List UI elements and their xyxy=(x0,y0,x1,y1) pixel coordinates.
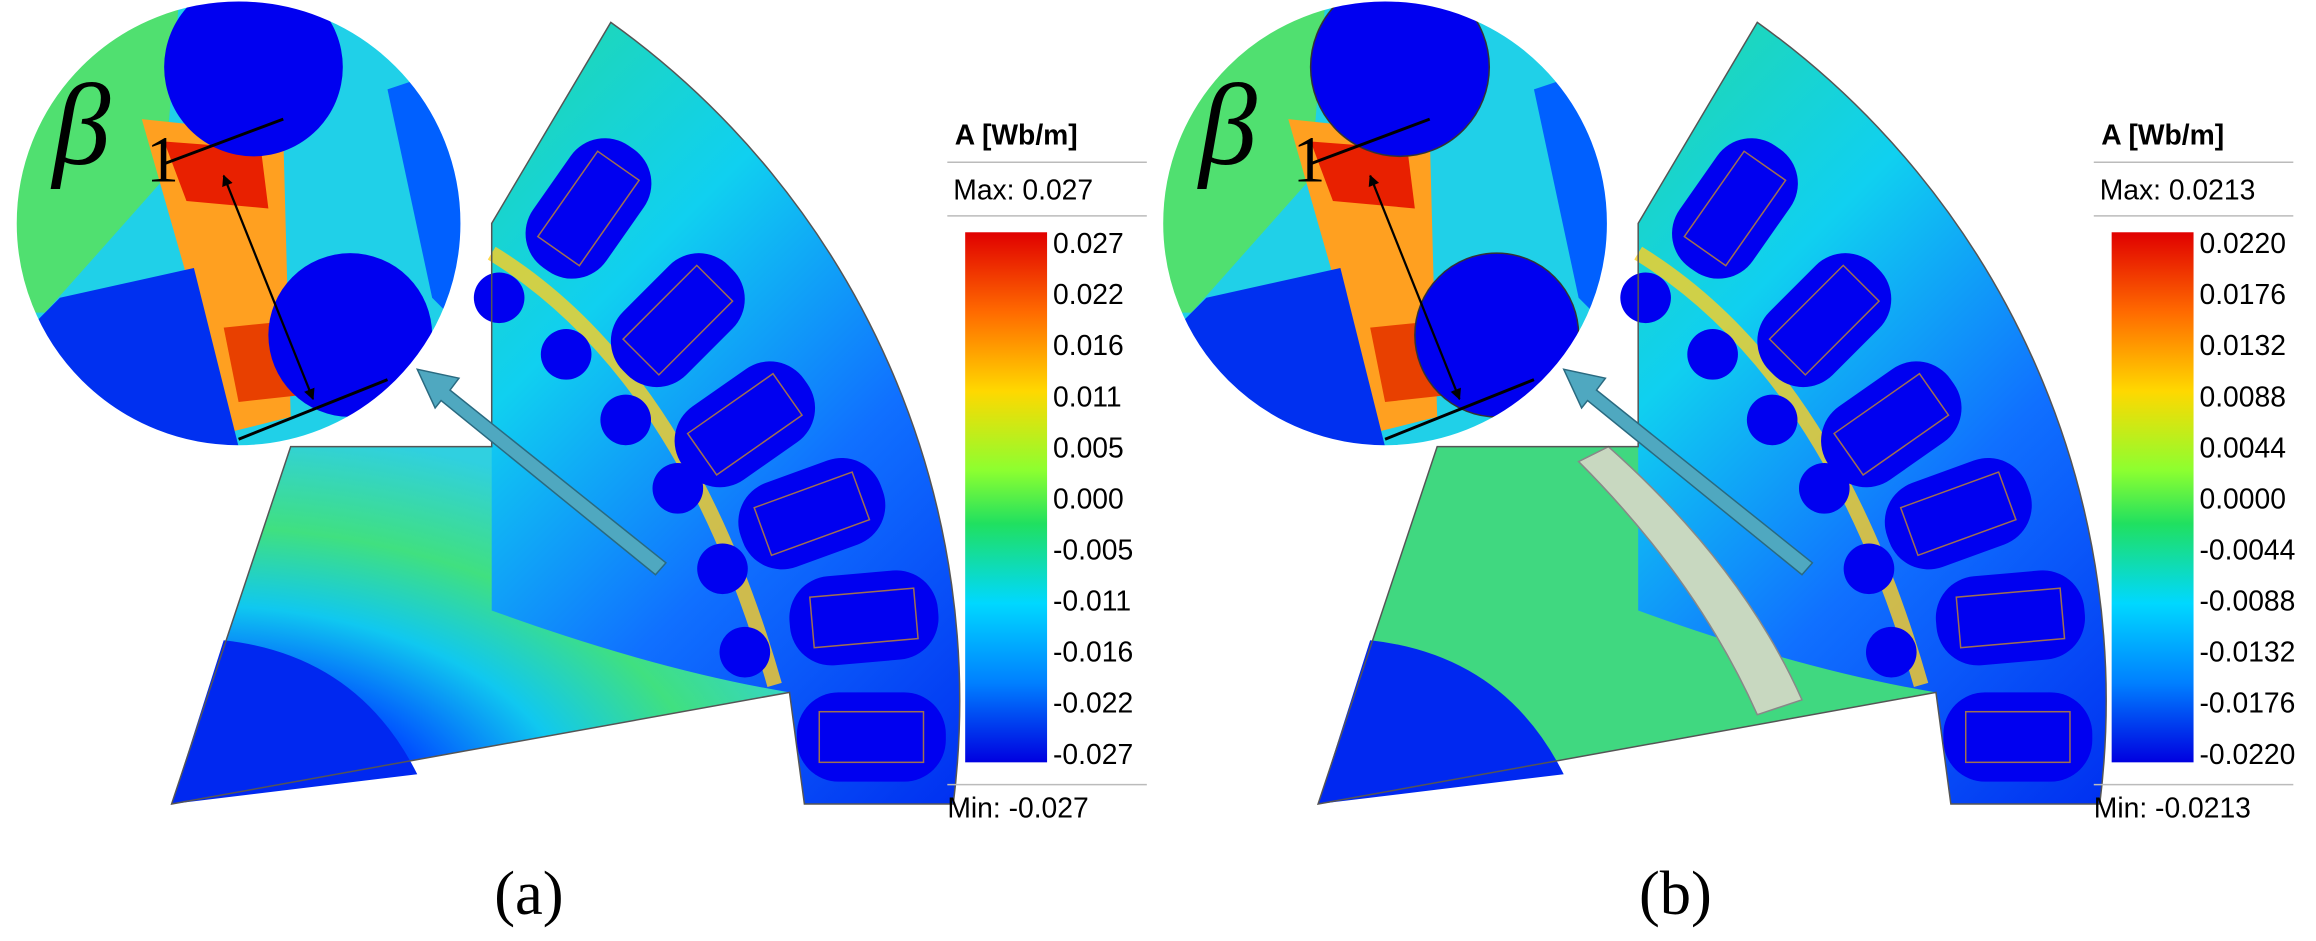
ref-line xyxy=(1384,378,1535,441)
winding xyxy=(622,264,734,376)
colorbar-label: 0.000 xyxy=(1053,482,1124,514)
rotor-bar xyxy=(540,329,592,380)
legend-max: Max: 0.027 xyxy=(953,174,1093,206)
rotor-bar xyxy=(473,272,525,324)
colorbar-label: 0.005 xyxy=(1053,431,1124,463)
zoom-slot xyxy=(1309,0,1491,158)
colorbar-label: 0.022 xyxy=(1053,278,1124,310)
zoom-slot xyxy=(1414,252,1580,418)
colorbar-label: -0.0044 xyxy=(2200,534,2296,566)
colorbar-label: 0.0176 xyxy=(2200,278,2286,310)
colorbar-label: 0.0088 xyxy=(2200,380,2286,412)
caption: (b) xyxy=(1639,858,1712,928)
zoom xyxy=(15,0,462,447)
colorbar-label: -0.0132 xyxy=(2200,636,2296,668)
airgap xyxy=(1634,246,1929,687)
stator-slot xyxy=(610,253,745,388)
rotor-bar xyxy=(1843,543,1895,595)
rotor-bar xyxy=(1687,329,1738,380)
winding xyxy=(818,710,925,764)
colorbar-label: -0.0176 xyxy=(2200,687,2296,719)
rotor-bar xyxy=(600,394,652,446)
zoom-border xyxy=(13,0,464,449)
ref-line xyxy=(163,117,284,166)
colorbar-label: -0.016 xyxy=(1053,636,1133,668)
rotor-bar xyxy=(719,626,771,678)
winding xyxy=(1899,471,2017,557)
winding xyxy=(1964,710,2071,764)
rotor-core xyxy=(1318,640,1564,805)
stator-slot xyxy=(674,361,816,488)
stator-slot xyxy=(1884,457,2032,570)
stator-slot xyxy=(1943,692,2093,782)
beta-symbol: β xyxy=(1197,62,1257,190)
beta-subscript: 1 xyxy=(146,125,179,197)
colorbar-label: 0.0044 xyxy=(2200,431,2286,463)
rotor-bar xyxy=(697,543,748,595)
stator-slot xyxy=(525,138,652,279)
colorbar-label: 0.027 xyxy=(1053,227,1124,259)
winding xyxy=(1833,372,1950,477)
stator-slot xyxy=(1821,361,1962,488)
colorbar-label: 0.0132 xyxy=(2200,329,2286,361)
legend-title: A [Wb/m] xyxy=(955,118,1078,150)
colorbar-label: -0.027 xyxy=(1053,738,1133,770)
dim-line xyxy=(222,174,315,401)
stator-slot xyxy=(738,457,886,570)
colorbar-label: 0.016 xyxy=(1053,329,1124,361)
colorbar xyxy=(2111,232,2194,763)
magnet xyxy=(1577,445,1803,716)
colorbar-label: -0.0220 xyxy=(2200,738,2296,770)
ref-line xyxy=(238,378,389,441)
stator-slot xyxy=(1672,138,1798,279)
rotor-bar xyxy=(1798,463,1850,514)
colorbar-label: -0.0088 xyxy=(2200,585,2296,617)
ref-line xyxy=(1310,117,1431,166)
winding xyxy=(1768,264,1881,376)
caption: (a) xyxy=(494,858,563,928)
colorbar-label: 0.0220 xyxy=(2200,227,2286,259)
winding xyxy=(1683,150,1787,267)
zoom-slot xyxy=(268,253,433,417)
colorbar-label: 0.011 xyxy=(1053,380,1122,412)
rotor-bar xyxy=(1746,394,1798,446)
stator-slot xyxy=(1935,570,2085,666)
zoom-border xyxy=(1160,0,1610,449)
legend-max: Max: 0.0213 xyxy=(2100,174,2256,206)
zoom-arrow xyxy=(415,368,667,576)
colorbar-label: -0.022 xyxy=(1053,687,1133,719)
winding xyxy=(809,587,919,649)
zoom-slot xyxy=(164,0,343,157)
rotor-bar xyxy=(1865,626,1917,678)
beta-symbol: β xyxy=(50,62,110,190)
stator-slot xyxy=(1757,253,1892,388)
stator-slot xyxy=(796,692,946,782)
dim-line xyxy=(1368,174,1461,401)
winding xyxy=(536,150,641,267)
rotor-bar xyxy=(652,463,704,514)
legend-min: Min: -0.0213 xyxy=(2094,791,2251,823)
beta-subscript: 1 xyxy=(1293,125,1326,197)
colorbar-label: -0.011 xyxy=(1053,585,1131,617)
legend-title: A [Wb/m] xyxy=(2101,118,2224,150)
stator-slot xyxy=(789,570,939,666)
rotor-core xyxy=(171,640,418,805)
rotor-bar xyxy=(1620,272,1671,324)
colorbar-label: 0.0000 xyxy=(2200,482,2286,514)
winding xyxy=(1955,587,2066,649)
airgap xyxy=(487,246,782,687)
colorbar-label: -0.005 xyxy=(1053,534,1133,566)
colorbar xyxy=(965,232,1048,763)
winding xyxy=(753,471,871,557)
legend-min: Min: -0.027 xyxy=(947,791,1088,823)
winding xyxy=(686,372,804,477)
zoom-arrow xyxy=(1562,368,1814,576)
